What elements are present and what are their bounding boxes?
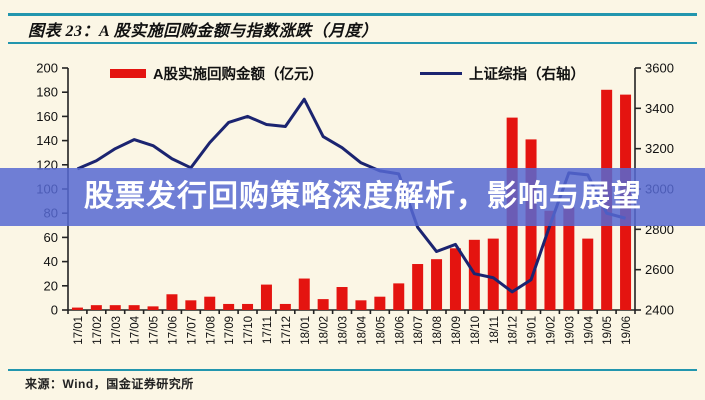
x-axis-label-18/10: 18/10 bbox=[470, 316, 482, 345]
bottom-accent-rule bbox=[8, 369, 697, 371]
bar-17/02 bbox=[90, 305, 102, 310]
left-axis-tick-label: 60 bbox=[44, 230, 58, 245]
x-axis-label-18/02: 18/02 bbox=[319, 316, 331, 345]
legend-line-label: 上证综指（右轴） bbox=[469, 65, 585, 83]
left-axis-tick-label: 200 bbox=[36, 61, 58, 76]
left-axis-tick-label: 180 bbox=[36, 85, 58, 100]
x-axis-label-18/06: 18/06 bbox=[394, 316, 406, 345]
x-axis-label-17/04: 17/04 bbox=[130, 315, 142, 344]
bar-18/01 bbox=[298, 278, 310, 310]
bar-17/11 bbox=[260, 284, 272, 310]
watermark-banner: 股票发行回购策略深度解析，影响与展望 bbox=[0, 168, 705, 226]
x-axis-label-18/08: 18/08 bbox=[432, 316, 444, 345]
left-axis-tick-label: 40 bbox=[44, 254, 58, 269]
right-axis-tick-label: 2400 bbox=[645, 303, 674, 318]
bar-17/12 bbox=[279, 303, 291, 310]
title-underline-rule bbox=[8, 42, 697, 44]
x-axis-label-17/12: 17/12 bbox=[281, 316, 293, 345]
x-axis-label-19/01: 19/01 bbox=[527, 316, 539, 345]
bar-17/09 bbox=[223, 303, 235, 310]
bar-18/02 bbox=[317, 299, 329, 310]
x-axis-label-19/02: 19/02 bbox=[545, 316, 557, 345]
bar-19/04 bbox=[582, 238, 594, 310]
x-axis-label-19/04: 19/04 bbox=[583, 315, 595, 344]
bar-17/05 bbox=[147, 306, 159, 310]
x-axis-label-17/06: 17/06 bbox=[167, 316, 179, 345]
bar-17/08 bbox=[204, 296, 216, 310]
bar-19/02 bbox=[544, 210, 556, 310]
bar-18/03 bbox=[336, 287, 348, 310]
left-axis-tick-label: 0 bbox=[51, 303, 58, 318]
bar-18/11 bbox=[487, 238, 499, 310]
source-note: 来源：Wind，国金证券研究所 bbox=[25, 377, 194, 391]
x-axis-label-17/03: 17/03 bbox=[111, 316, 123, 345]
right-axis-tick-label: 3600 bbox=[645, 61, 674, 76]
bar-17/04 bbox=[128, 305, 140, 310]
x-axis-label-17/05: 17/05 bbox=[149, 316, 161, 345]
x-axis-label-17/02: 17/02 bbox=[92, 316, 104, 345]
bar-19/03 bbox=[563, 207, 575, 310]
bar-17/03 bbox=[109, 305, 121, 310]
bar-17/07 bbox=[185, 300, 197, 310]
right-axis-tick-label: 2600 bbox=[645, 262, 674, 277]
x-axis-label-17/10: 17/10 bbox=[243, 316, 255, 345]
x-axis-label-18/05: 18/05 bbox=[375, 316, 387, 345]
x-axis-label-18/07: 18/07 bbox=[413, 316, 425, 345]
bar-18/09 bbox=[449, 248, 461, 310]
x-axis-label-18/11: 18/11 bbox=[489, 316, 501, 344]
bar-18/04 bbox=[355, 300, 367, 310]
right-axis-tick-label: 3200 bbox=[645, 141, 674, 156]
x-axis-label-18/01: 18/01 bbox=[300, 316, 312, 345]
left-axis-tick-label: 20 bbox=[44, 278, 58, 293]
x-axis-label-17/01: 17/01 bbox=[73, 316, 85, 345]
x-axis-label-18/09: 18/09 bbox=[451, 316, 463, 345]
bar-17/06 bbox=[166, 294, 178, 310]
x-axis-label-18/03: 18/03 bbox=[338, 316, 350, 345]
index-line bbox=[76, 97, 626, 294]
bar-18/05 bbox=[374, 296, 386, 310]
x-axis-label-19/05: 19/05 bbox=[602, 316, 614, 345]
top-accent-rule bbox=[8, 13, 697, 16]
legend-bar-swatch bbox=[110, 69, 146, 78]
x-axis-label-19/03: 19/03 bbox=[564, 316, 576, 345]
bar-17/01 bbox=[71, 307, 83, 310]
figure-title: 图表 23：A 股实施回购金额与指数涨跌（月度） bbox=[28, 23, 378, 40]
bar-18/06 bbox=[393, 283, 405, 310]
x-axis-label-17/09: 17/09 bbox=[224, 316, 236, 345]
x-axis-label-18/12: 18/12 bbox=[508, 316, 520, 345]
bar-18/08 bbox=[431, 259, 443, 310]
bar-17/10 bbox=[242, 303, 254, 310]
left-axis-tick-label: 140 bbox=[36, 133, 58, 148]
x-axis-label-17/07: 17/07 bbox=[186, 316, 198, 345]
bar-18/07 bbox=[412, 264, 424, 310]
right-axis-tick-label: 3400 bbox=[645, 101, 674, 116]
x-axis-label-18/04: 18/04 bbox=[356, 315, 368, 344]
x-axis-label-19/06: 19/06 bbox=[621, 316, 633, 345]
legend-bar-label: A股实施回购金额（亿元） bbox=[153, 65, 323, 83]
left-axis-tick-label: 160 bbox=[36, 109, 58, 124]
x-axis-label-17/08: 17/08 bbox=[205, 316, 217, 345]
x-axis-label-17/11: 17/11 bbox=[262, 316, 274, 344]
